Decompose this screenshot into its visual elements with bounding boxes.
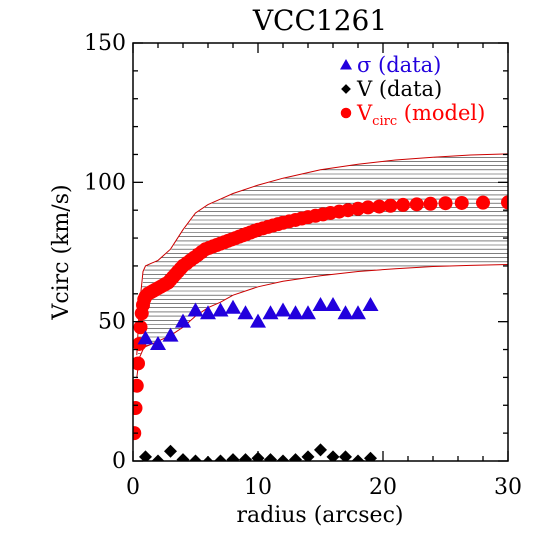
vcirc-model-point <box>133 356 145 371</box>
sigma-data-point <box>362 296 379 311</box>
vcirc-model-point <box>438 196 453 211</box>
x-tick-label: 10 <box>244 475 272 500</box>
sigma-data-point <box>262 305 279 320</box>
sigma-data-point <box>312 296 329 311</box>
sigma-data-point <box>187 302 204 317</box>
sigma-data-point <box>175 313 191 328</box>
legend-marker-circle <box>340 107 352 119</box>
y-tick-label: 50 <box>98 310 126 335</box>
vcirc-model-point <box>454 195 469 210</box>
legend-label: Vcirc (model) <box>356 101 485 129</box>
v-data-point <box>239 453 252 461</box>
legend-marker-triangle <box>340 59 352 70</box>
vcirc-model-point <box>361 200 375 215</box>
sigma-data-point <box>287 305 304 320</box>
vcirc-model-point <box>423 196 438 211</box>
band-lower-line <box>136 264 508 378</box>
x-axis-label: radius (arcsec) <box>237 503 404 528</box>
sigma-data-point <box>237 305 254 320</box>
chart-title: VCC1261 <box>252 4 387 37</box>
plot-frame <box>132 42 509 462</box>
v-data-point <box>301 450 315 461</box>
vcirc-model-point <box>133 320 148 335</box>
v-data-point <box>164 444 177 458</box>
x-tick-label: 0 <box>126 475 140 500</box>
vcirc-model-point <box>383 198 398 213</box>
y-tick-label: 0 <box>112 449 126 474</box>
sigma-data-point <box>212 302 229 317</box>
legend-marker-diamond <box>341 84 351 94</box>
v-data-point <box>364 451 377 461</box>
sigma-data-point <box>200 305 216 320</box>
v-data-point <box>139 450 152 461</box>
vcirc-model-point <box>476 195 490 210</box>
axis-ticks: 0 10 20 30 0 50 100 150 <box>84 31 522 500</box>
y-tick-label: 100 <box>84 170 126 195</box>
sigma-data-point <box>325 296 341 311</box>
x-tick-label: 30 <box>494 475 522 500</box>
vcirc-model-point <box>372 199 387 214</box>
sigma-data-point <box>250 313 266 328</box>
v-data-point <box>339 450 352 461</box>
y-axis-label: Vcirc (km/s) <box>49 184 74 320</box>
sigma-data-point <box>225 299 241 314</box>
legend-label: σ (data) <box>357 53 441 77</box>
x-tick-label: 20 <box>369 475 397 500</box>
v-data-point <box>326 450 340 461</box>
sigma-data-point <box>337 305 354 320</box>
sigma-data-point <box>300 305 316 320</box>
vcirc-model-point <box>133 401 143 416</box>
y-tick-label: 150 <box>84 31 126 56</box>
v-data-point <box>189 454 202 461</box>
v-data-point <box>214 454 227 461</box>
sigma-data-point <box>350 305 366 320</box>
v-data-point <box>289 453 302 461</box>
sigma-data-point <box>275 302 291 317</box>
legend-label: V (data) <box>356 77 442 101</box>
vcirc-model-point <box>133 378 144 393</box>
sigma-data-point <box>162 327 179 342</box>
v-data-point <box>264 453 277 461</box>
series-layer <box>133 195 508 461</box>
sigma-data-point <box>150 335 166 350</box>
vcirc-model-point <box>396 197 410 212</box>
band-upper-line <box>136 153 508 356</box>
v-data-point <box>314 443 327 457</box>
sigma-data-point <box>137 330 154 345</box>
vcirc-model-point <box>409 197 424 212</box>
vcirc-model-point <box>501 195 508 210</box>
legend: σ (data)V (data)Vcirc (model) <box>340 53 485 129</box>
